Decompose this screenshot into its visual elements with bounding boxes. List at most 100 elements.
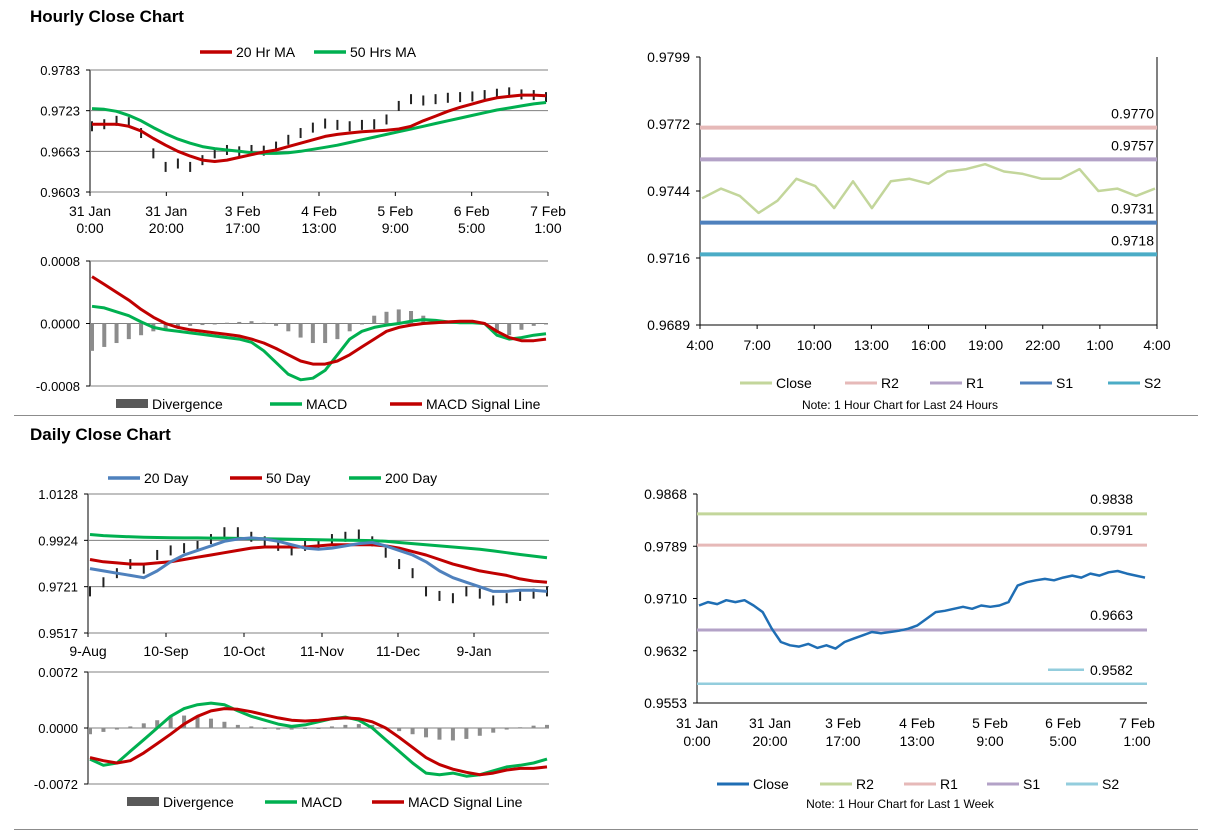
divergence-bar	[114, 323, 119, 344]
legend-close-label: Close	[776, 375, 812, 391]
divergence-bar	[139, 323, 144, 336]
daily-price-plot: 1.0128 0.9924 0.9721 0.9517 9-Aug 10-Sep 10-Oc…	[38, 470, 549, 659]
x-tick-label: 31 Jan	[676, 715, 718, 731]
divergence-bar	[90, 323, 94, 351]
divergence-bar	[544, 323, 548, 325]
legend-200-day-label: 200 Day	[385, 470, 437, 486]
x-tick-label: 13:00	[854, 337, 889, 353]
x-tick-label: 11-Dec	[376, 643, 420, 659]
divergence-bar	[212, 323, 217, 325]
divergence-bar	[155, 720, 160, 728]
x-tick-label: 7 Feb	[530, 203, 566, 219]
y-tick-label: 0.0072	[38, 665, 78, 680]
level-label-s2: 0.9582	[1090, 662, 1133, 678]
x-tick-label: 19:00	[968, 337, 1003, 353]
legend-s2-label: S2	[1102, 776, 1119, 792]
x-tick-label: 4 Feb	[301, 203, 337, 219]
divergence-bar	[289, 728, 294, 730]
y-tick-label: 0.9632	[644, 643, 687, 659]
level-label-s1: 0.9663	[1090, 607, 1133, 623]
level-label-s1: 0.9731	[1111, 201, 1154, 217]
y-tick-label: 0.9772	[647, 116, 690, 132]
level-label-r2: 0.9770	[1111, 106, 1154, 122]
divergence-bar	[343, 724, 348, 728]
y-tick-label: 0.9716	[647, 250, 690, 266]
y-tick-label: 0.9723	[40, 104, 80, 119]
x-tick-label: 1:00	[1086, 337, 1113, 353]
x-tick-label: 11-Nov	[300, 643, 344, 659]
legend-r1-label: R1	[966, 375, 984, 391]
level-label-s2: 0.9718	[1111, 232, 1154, 248]
series-20-day	[89, 536, 548, 593]
divergence-bar	[249, 321, 254, 324]
divergence-bar	[397, 728, 402, 732]
divergence-bar	[494, 323, 499, 332]
divergence-bar	[323, 323, 328, 344]
divergence-bar	[372, 315, 377, 324]
divergence-bar	[88, 728, 92, 735]
hourly-section-title: Hourly Close Chart	[30, 7, 184, 26]
x-tick-label: 31 Jan	[749, 715, 791, 731]
x-tick-label: 10:00	[797, 337, 832, 353]
divergence-bar	[182, 715, 187, 728]
series-50hr-ma	[91, 101, 547, 155]
x-tick-label: 9:00	[976, 733, 1003, 749]
y-tick-label: 0.9789	[644, 538, 687, 554]
legend-macd-label: MACD	[301, 794, 342, 810]
x-tick-label: 9:00	[382, 220, 409, 236]
y-tick-label: 0.9783	[40, 63, 80, 78]
divergence-bar	[437, 728, 442, 740]
legend-r2-label: R2	[881, 375, 899, 391]
x-tick-label: 5:00	[458, 220, 485, 236]
x-tick-label: 9-Jan	[456, 643, 491, 659]
y-tick-label: 0.9924	[38, 533, 78, 548]
legend-divergence-label: Divergence	[163, 794, 234, 810]
x-tick-label: 31 Jan	[69, 203, 111, 219]
divergence-bar	[491, 728, 496, 733]
divergence-bar	[208, 718, 213, 728]
x-tick-label: 3 Feb	[825, 715, 861, 731]
x-tick-label: 5:00	[1049, 733, 1076, 749]
divergence-bar	[200, 323, 205, 326]
y-tick-label: 0.9721	[38, 580, 78, 595]
x-tick-label: 17:00	[225, 220, 260, 236]
x-tick-label: 3 Feb	[225, 203, 261, 219]
x-tick-label: 31 Jan	[145, 203, 187, 219]
daily-section-title: Daily Close Chart	[30, 425, 171, 444]
y-tick-label: 0.9868	[644, 486, 687, 502]
y-tick-label: -0.0072	[34, 777, 78, 792]
legend-s2-label: S2	[1144, 375, 1161, 391]
x-tick-label: 0:00	[76, 220, 103, 236]
x-tick-label: 7 Feb	[1119, 715, 1155, 731]
divergence-bar	[384, 311, 389, 324]
divergence-bar	[409, 311, 414, 324]
x-tick-label: 16:00	[911, 337, 946, 353]
y-tick-label: 0.9799	[647, 49, 690, 65]
divergence-bar	[329, 726, 334, 728]
section-divider	[14, 415, 1198, 416]
series-close	[701, 162, 1156, 215]
y-tick-label: 0.0000	[38, 721, 78, 736]
divergence-bar	[274, 323, 279, 326]
x-tick-label: 4:00	[1143, 337, 1170, 353]
x-tick-label: 17:00	[825, 733, 860, 749]
series-macd	[91, 304, 547, 382]
divergence-bar	[102, 323, 107, 347]
bottom-divider	[14, 829, 1198, 830]
series-macd-signal	[89, 707, 548, 777]
divergence-bar	[222, 721, 227, 728]
x-tick-label: 10-Oct	[223, 643, 265, 659]
divergence-bar	[126, 323, 131, 340]
legend-s1-label: S1	[1056, 375, 1073, 391]
legend-macd-label: MACD	[306, 396, 347, 412]
x-tick-label: 1:00	[534, 220, 561, 236]
x-tick-label: 10-Sep	[143, 643, 188, 659]
x-tick-label: 7:00	[744, 337, 771, 353]
legend-50-day-label: 50 Day	[266, 470, 310, 486]
x-tick-label: 5 Feb	[377, 203, 413, 219]
divergence-bar	[237, 321, 242, 324]
y-tick-label: 0.0008	[40, 254, 80, 269]
divergence-bar	[310, 323, 315, 344]
